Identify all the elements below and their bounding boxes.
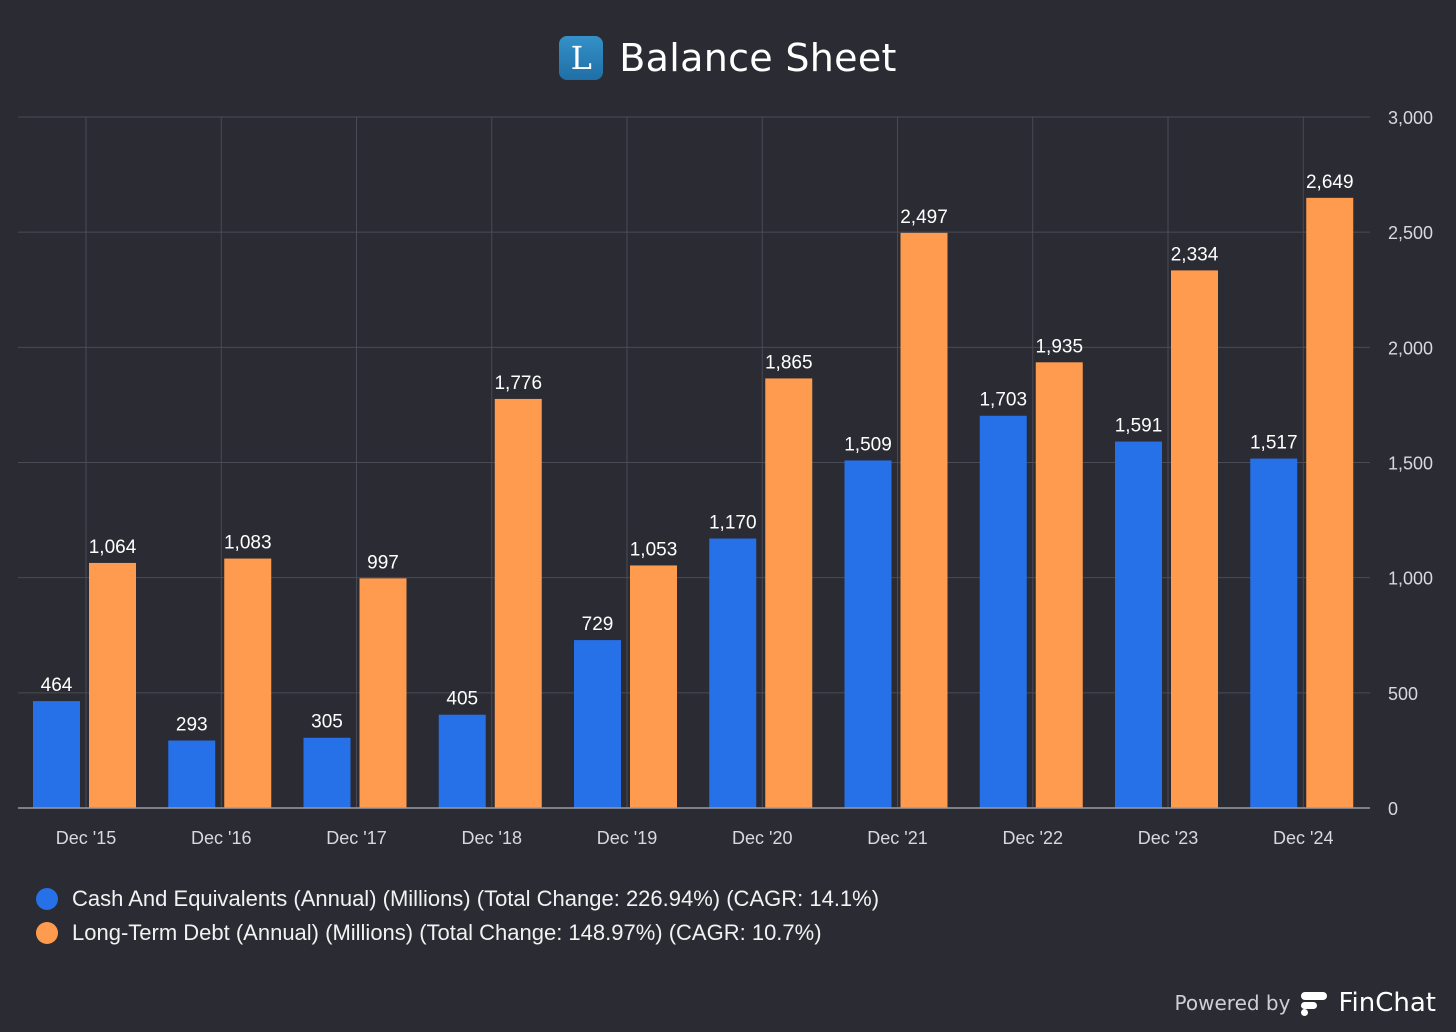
- chart-header: L Balance Sheet: [0, 30, 1456, 86]
- bar-debt: [359, 578, 407, 808]
- bar-cash: [33, 701, 80, 808]
- data-label-cash: 1,170: [709, 513, 757, 534]
- data-label-cash: 464: [41, 675, 73, 696]
- y-tick-label: 500: [1388, 684, 1418, 704]
- data-label-debt: 2,649: [1306, 172, 1354, 193]
- data-label-debt: 1,776: [494, 373, 542, 394]
- bar-debt: [630, 565, 677, 808]
- bar-debt: [494, 398, 542, 808]
- x-tick-label: Dec '15: [56, 828, 116, 848]
- x-tick-label: Dec '21: [867, 828, 927, 848]
- bar-cash: [844, 460, 892, 808]
- data-label-debt: 1,064: [89, 537, 137, 558]
- x-tick-label: Dec '17: [326, 828, 386, 848]
- legend-dot-debt: [36, 922, 58, 944]
- x-tick-label: Dec '23: [1138, 828, 1198, 848]
- bar-cash: [438, 714, 486, 808]
- y-tick-label: 1,000: [1388, 569, 1433, 589]
- x-tick-label: Dec '20: [732, 828, 792, 848]
- company-logo-letter: L: [570, 39, 592, 77]
- bar-cash: [979, 415, 1027, 808]
- x-tick-label: Dec '22: [1003, 828, 1063, 848]
- data-label-debt: 1,053: [630, 539, 678, 560]
- x-tick-label: Dec '19: [597, 828, 657, 848]
- bar-debt: [765, 378, 813, 808]
- legend-item-debt[interactable]: Long-Term Debt (Annual) (Millions) (Tota…: [36, 916, 879, 950]
- data-label-debt: 2,334: [1171, 244, 1219, 265]
- chart-legend: Cash And Equivalents (Annual) (Millions)…: [36, 882, 879, 950]
- bar-cash: [574, 640, 621, 808]
- data-label-debt: 997: [367, 552, 399, 573]
- data-label-cash: 1,703: [979, 390, 1027, 411]
- legend-label-cash: Cash And Equivalents (Annual) (Millions)…: [72, 886, 880, 911]
- data-label-debt: 1,935: [1035, 336, 1083, 357]
- y-tick-label: 3,000: [1388, 108, 1433, 128]
- finchat-logo-icon: [1301, 992, 1328, 1016]
- legend-dot-cash: [36, 888, 58, 910]
- y-tick-label: 2,000: [1388, 338, 1433, 358]
- data-label-cash: 293: [176, 715, 208, 736]
- company-logo: L: [559, 36, 604, 80]
- data-label-debt: 1,865: [765, 352, 813, 373]
- data-label-cash: 405: [446, 689, 478, 710]
- legend-label-debt: Long-Term Debt (Annual) (Millions) (Tota…: [72, 920, 822, 945]
- data-label-cash: 729: [582, 614, 614, 635]
- bar-debt: [900, 232, 948, 808]
- y-tick-label: 1,500: [1388, 454, 1433, 474]
- chart-title: Balance Sheet: [619, 36, 897, 80]
- data-label-debt: 1,083: [224, 533, 272, 554]
- y-tick-label: 0: [1388, 799, 1398, 819]
- bar-debt: [89, 562, 136, 808]
- bar-debt: [1306, 197, 1354, 809]
- data-label-debt: 2,497: [900, 207, 948, 228]
- bar-debt: [1035, 362, 1083, 808]
- bar-debt: [1171, 270, 1218, 809]
- footer-branding: Powered by FinChat: [1175, 988, 1436, 1018]
- legend-item-cash[interactable]: Cash And Equivalents (Annual) (Millions)…: [36, 882, 879, 916]
- finchat-brand: FinChat: [1338, 988, 1436, 1018]
- x-tick-label: Dec '16: [191, 828, 251, 848]
- data-label-cash: 1,591: [1115, 416, 1163, 437]
- x-tick-label: Dec '18: [462, 828, 522, 848]
- bar-chart: 0 500 1,000 1,500 2,000 2,500 3,000 Dec '15 Dec …: [18, 108, 1433, 848]
- bar-cash: [1250, 458, 1298, 808]
- bar-cash: [709, 538, 757, 808]
- data-label-cash: 305: [311, 712, 343, 733]
- data-label-cash: 1,509: [844, 434, 892, 455]
- x-tick-label: Dec '24: [1273, 828, 1333, 848]
- bar-cash: [303, 737, 351, 808]
- data-label-cash: 1,517: [1250, 433, 1298, 454]
- powered-by-label: Powered by: [1174, 991, 1291, 1015]
- y-tick-label: 2,500: [1388, 223, 1433, 243]
- bar-debt: [224, 558, 272, 808]
- bar-cash: [1115, 441, 1162, 808]
- bar-cash: [168, 740, 216, 808]
